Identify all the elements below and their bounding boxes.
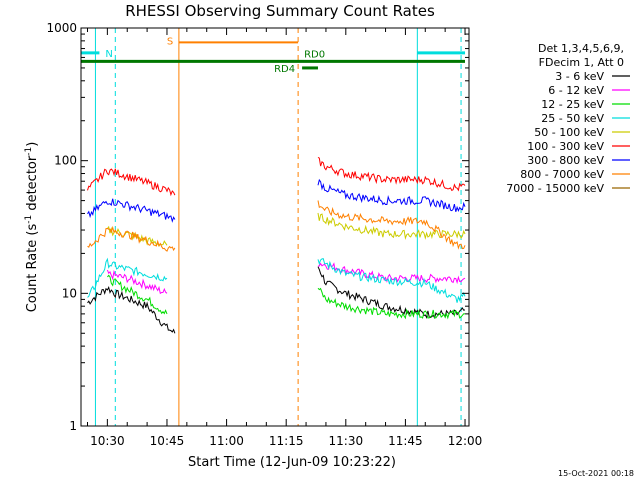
series-line	[87, 198, 176, 223]
series-line	[106, 269, 168, 295]
legend: Det 1,3,4,5,6,9,FDecim 1, Att 03 - 6 keV…	[506, 42, 630, 195]
y-axis-label: Count Rate (s-1 detector-1)	[24, 142, 40, 313]
timestamp: 15-Oct-2021 00:18	[558, 469, 634, 478]
x-tick-label: 10:45	[150, 434, 185, 448]
x-tick-label: 10:30	[90, 434, 125, 448]
legend-header: Det 1,3,4,5,6,9,	[538, 42, 624, 55]
legend-entry: 800 - 7000 keV	[520, 168, 604, 181]
chart-title: RHESSI Observing Summary Count Rates	[125, 2, 435, 20]
series-line	[87, 225, 176, 252]
x-tick-label: 12:00	[448, 434, 483, 448]
legend-entry: 50 - 100 keV	[534, 126, 604, 139]
series-line	[87, 257, 168, 298]
y-tick-label: 1	[69, 419, 77, 433]
series-line	[317, 212, 466, 240]
y-axis-label-part: Count Rate (s	[25, 224, 40, 313]
y-tick-label: 1000	[46, 21, 77, 35]
legend-entry: 3 - 6 keV	[555, 70, 604, 83]
legend-entry: 6 - 12 keV	[548, 84, 604, 97]
x-tick-label: 11:45	[388, 434, 423, 448]
series-line	[317, 156, 466, 192]
series-line	[317, 266, 466, 320]
plot-frame	[80, 27, 470, 427]
x-axis-label: Start Time (12-Jun-09 10:23:22)	[188, 455, 396, 470]
series-line	[317, 200, 466, 250]
y-tick-label: 100	[54, 154, 77, 168]
series-line	[107, 274, 168, 315]
series-line	[87, 285, 176, 334]
legend-header: FDecim 1, Att 0	[539, 56, 624, 69]
x-tick-label: 11:15	[269, 434, 304, 448]
legend-entry: 12 - 25 keV	[541, 98, 604, 111]
y-axis-label-part: )	[25, 142, 40, 147]
series-line	[317, 178, 466, 213]
legend-entry: 300 - 800 keV	[527, 154, 604, 167]
flag-label: RD4	[274, 64, 295, 75]
axes: 1 10 100 1000 10:30 10:45 11:00 11:15 11:30 11:45…	[46, 21, 482, 448]
y-tick-label: 10	[62, 286, 77, 300]
flag-label: RD0	[304, 49, 325, 60]
legend-entry: 100 - 300 keV	[527, 140, 604, 153]
series-line	[317, 258, 466, 303]
flag-label: N	[105, 49, 112, 60]
y-axis-label-part: -1	[24, 147, 34, 156]
series-line	[317, 287, 466, 320]
legend-entry: 7000 - 15000 keV	[506, 182, 604, 195]
legend-entry: 25 - 50 keV	[541, 112, 604, 125]
flag-label: S	[167, 36, 173, 47]
series-line	[87, 168, 176, 197]
y-axis-label-part: detector	[25, 155, 40, 215]
plot-area: N S RD0 RD4	[81, 28, 466, 426]
y-axis-label-part: -1	[24, 215, 34, 224]
x-tick-label: 11:30	[329, 434, 364, 448]
x-tick-label: 11:00	[209, 434, 244, 448]
